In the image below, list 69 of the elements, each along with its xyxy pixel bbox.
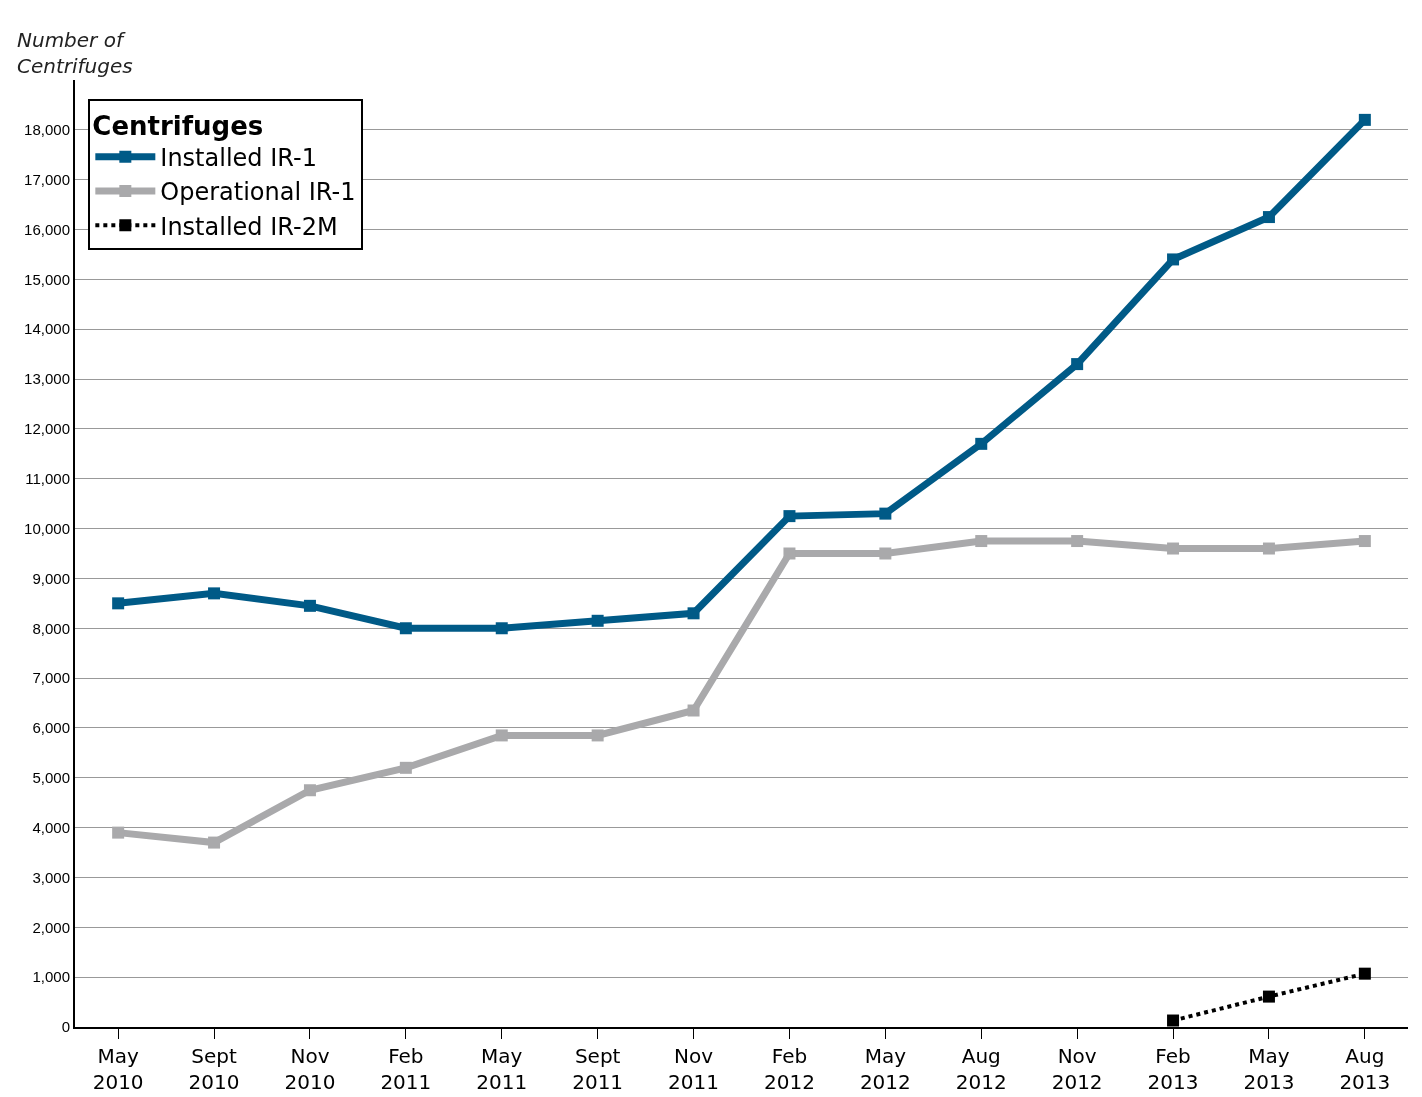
point xyxy=(879,547,892,560)
y-tick-label: 5,000 xyxy=(32,769,70,787)
y-tick-label: 18,000 xyxy=(24,121,70,139)
point xyxy=(399,761,412,774)
point xyxy=(1358,967,1371,980)
y-tick-label: 14,000 xyxy=(24,320,70,338)
point xyxy=(1262,990,1275,1003)
point xyxy=(879,507,892,520)
point xyxy=(495,729,508,742)
point xyxy=(1071,358,1084,371)
legend-label: Installed IR-1 xyxy=(160,144,317,173)
y-tick-label: 12,000 xyxy=(24,420,70,438)
x-tick-label: May 2010 xyxy=(92,1044,144,1094)
point xyxy=(1358,113,1371,126)
point xyxy=(1167,253,1180,266)
point xyxy=(495,622,508,635)
legend-label: Installed IR-2M xyxy=(160,212,338,241)
point xyxy=(591,729,604,742)
x-tick-label: Sept 2011 xyxy=(572,1044,624,1094)
point xyxy=(1358,535,1371,548)
legend-title: Centrifuges xyxy=(92,110,264,141)
point xyxy=(783,547,796,560)
x-tick-label: Aug 2012 xyxy=(955,1044,1007,1094)
point xyxy=(208,587,221,600)
x-tick-label: Nov 2011 xyxy=(668,1044,719,1094)
x-tick-label: Feb 2013 xyxy=(1147,1044,1199,1094)
y-axis-title: Number of Centrifuges xyxy=(17,28,133,78)
x-tick-label: Aug 2013 xyxy=(1339,1044,1391,1094)
y-tick-label: 0 xyxy=(61,1018,70,1036)
legend-label: Operational IR-1 xyxy=(160,178,356,207)
x-tick-label: Feb 2011 xyxy=(380,1044,432,1094)
point xyxy=(303,599,316,612)
point xyxy=(975,437,988,450)
point xyxy=(975,535,988,548)
x-tick-label: May 2013 xyxy=(1243,1044,1295,1094)
point xyxy=(399,622,412,635)
point xyxy=(591,614,604,627)
point xyxy=(1167,1014,1180,1027)
y-tick-label: 7,000 xyxy=(32,669,70,687)
x-tick-label: May 2012 xyxy=(859,1044,911,1094)
y-tick-label: 11,000 xyxy=(25,469,70,487)
point xyxy=(1071,535,1084,548)
y-tick-label: 10,000 xyxy=(24,519,70,537)
x-tick-label: Nov 2012 xyxy=(1051,1044,1103,1094)
point xyxy=(1262,211,1275,224)
y-tick-label: 4,000 xyxy=(32,818,70,836)
point xyxy=(303,784,316,797)
point xyxy=(112,826,125,839)
x-tick-label: Sept 2010 xyxy=(188,1044,240,1094)
y-tick-label: 9,000 xyxy=(32,569,70,587)
x-tick-label: Feb 2012 xyxy=(764,1044,815,1094)
x-tick-label: Nov 2010 xyxy=(284,1044,336,1094)
point xyxy=(783,510,796,523)
x-tick-label: May 2011 xyxy=(476,1044,528,1094)
point xyxy=(1262,542,1275,555)
y-tick-label: 13,000 xyxy=(24,370,70,388)
y-tick-label: 15,000 xyxy=(24,270,70,288)
y-tick-label: 1,000 xyxy=(32,968,70,986)
y-tick-label: 16,000 xyxy=(24,220,70,238)
point xyxy=(112,597,125,610)
point xyxy=(687,704,700,717)
point xyxy=(687,607,700,620)
point xyxy=(1167,542,1180,555)
y-tick-label: 6,000 xyxy=(32,719,70,737)
y-tick-label: 17,000 xyxy=(24,170,70,188)
y-tick-label: 8,000 xyxy=(32,619,70,637)
y-tick-label: 3,000 xyxy=(32,868,70,886)
y-tick-label: 2,000 xyxy=(32,918,70,936)
point xyxy=(208,836,221,849)
